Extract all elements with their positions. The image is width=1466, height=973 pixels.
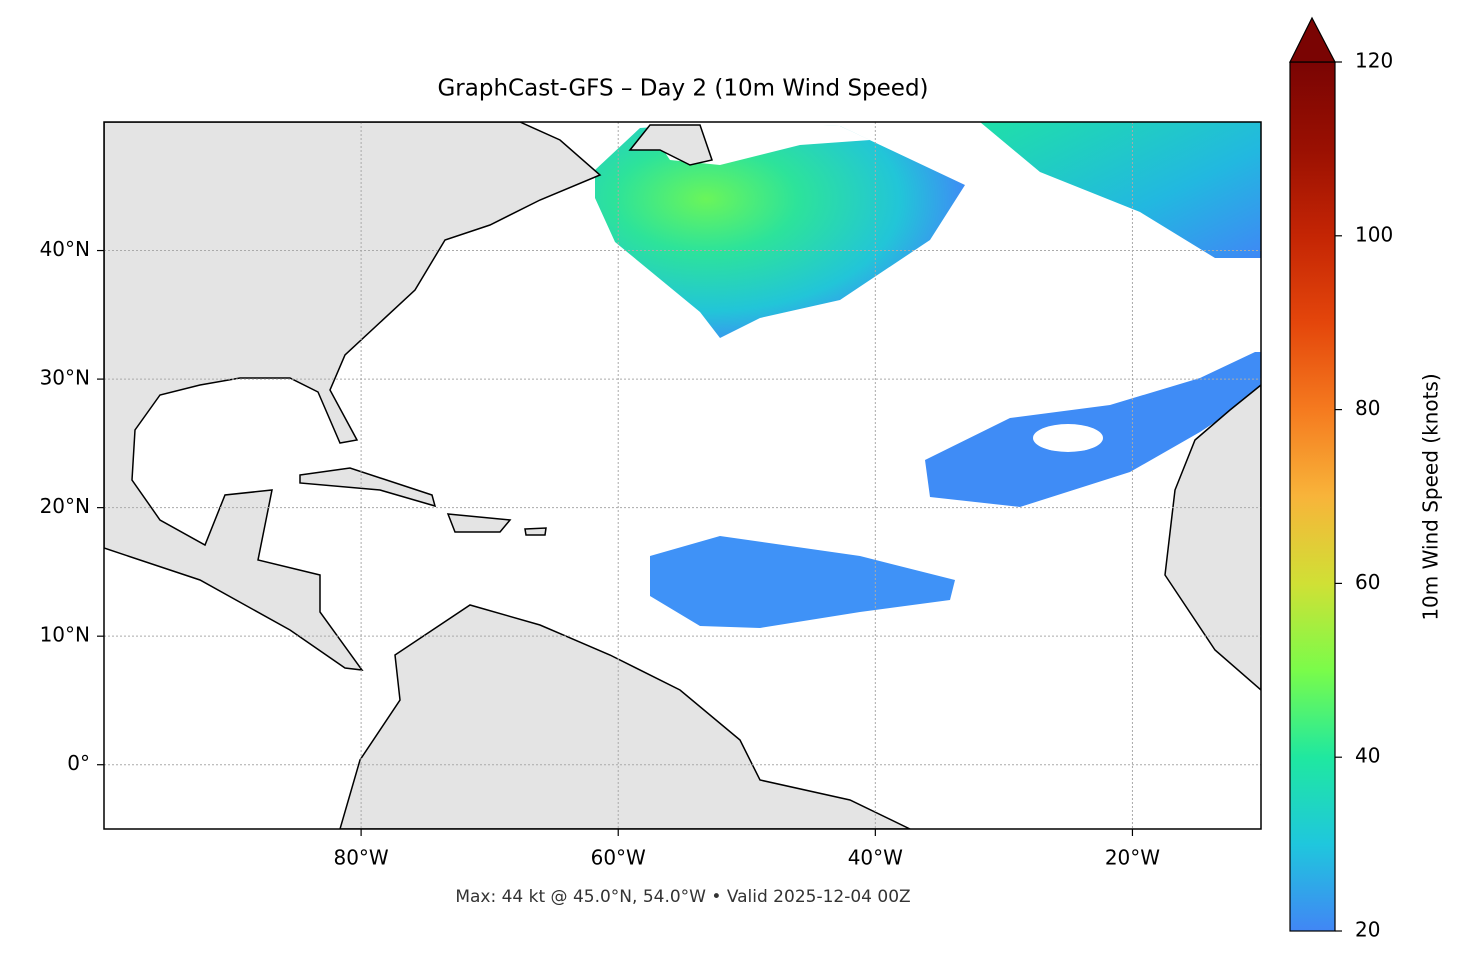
map-area	[104, 122, 1261, 829]
map-frame	[103, 121, 1262, 830]
axes: 80°W 60°W 40°W 20°W 0° 10°N 20°N 30°N 40°N	[40, 237, 1161, 869]
land-newfoundland	[628, 124, 713, 166]
wind-field	[650, 536, 955, 628]
footer-note: Max: 44 kt @ 45.0°N, 54.0°W • Valid 2025…	[455, 887, 910, 907]
colorbar-tick-label: 20	[1355, 918, 1380, 942]
colorbar-tick-label: 40	[1355, 744, 1380, 768]
y-tick-label: 10°N	[40, 623, 90, 647]
colorbar-extend	[1289, 16, 1336, 63]
y-tick-label: 0°	[67, 751, 90, 775]
x-tick-label: 80°W	[333, 846, 388, 870]
colorbar-tick-label: 100	[1355, 222, 1393, 246]
calm-area	[1033, 424, 1103, 452]
colorbar-axis: 20 40 60 80 100 120	[1335, 49, 1393, 942]
colorbar-tick-label: 80	[1355, 396, 1380, 420]
colorbar-tick-label: 120	[1355, 49, 1393, 73]
map-title: GraphCast-GFS – Day 2 (10m Wind Speed)	[437, 76, 928, 102]
graticule	[104, 122, 1261, 829]
wind-field	[980, 122, 1261, 258]
x-tick-label: 60°W	[591, 846, 646, 870]
wind-field	[595, 124, 965, 338]
colorbar-tick-label: 60	[1355, 570, 1380, 594]
land-south-america	[339, 604, 911, 829]
colorbar-label: 10m Wind Speed (knots)	[1419, 373, 1443, 620]
y-tick-label: 40°N	[40, 237, 90, 261]
y-tick-label: 30°N	[40, 366, 90, 390]
colorbar	[1289, 61, 1336, 932]
x-tick-label: 20°W	[1105, 846, 1160, 870]
y-tick-label: 20°N	[40, 494, 90, 518]
land-hispaniola	[446, 513, 512, 533]
land-puerto-rico	[524, 527, 547, 536]
land-africa	[1164, 384, 1261, 691]
land-north-america	[104, 122, 602, 671]
x-tick-label: 40°W	[848, 846, 903, 870]
land-cuba	[299, 467, 437, 508]
